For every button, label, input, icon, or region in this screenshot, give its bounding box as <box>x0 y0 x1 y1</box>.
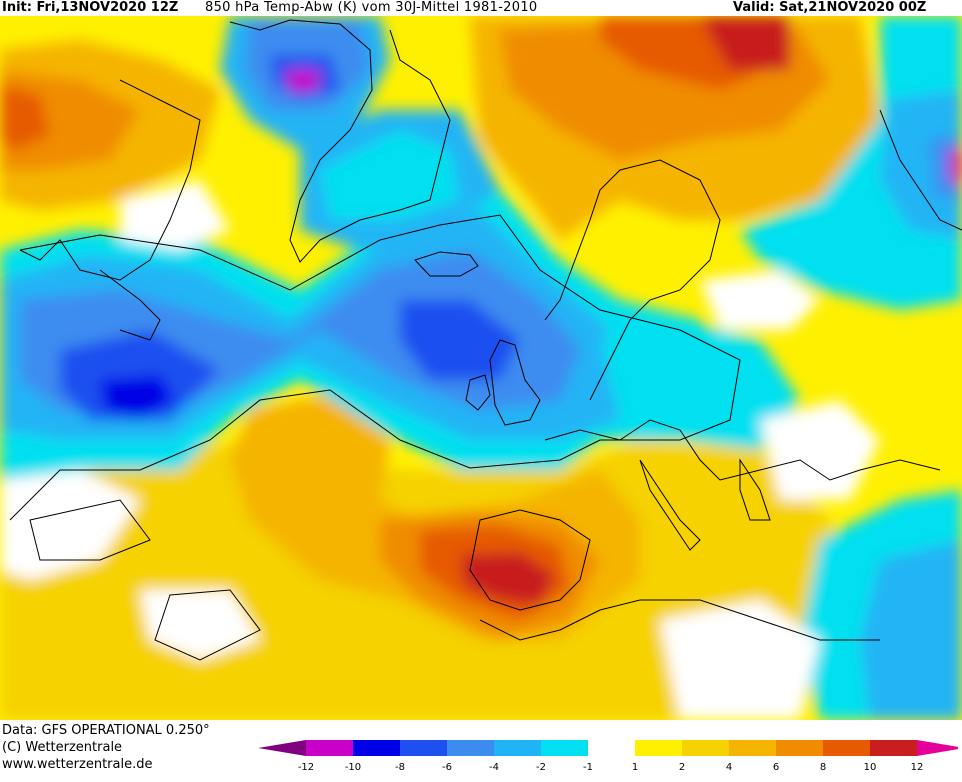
map-title: 850 hPa Temp-Abw (K) vom 30J-Mittel 1981… <box>205 0 538 15</box>
italy-coast <box>639 459 701 551</box>
zero-contour-east <box>879 109 962 231</box>
legend-tick-label: -10 <box>345 762 361 773</box>
legend-swatch <box>447 740 494 756</box>
legend-tick-label: -8 <box>395 762 405 773</box>
great-britain-coast <box>489 339 541 426</box>
legend-swatch <box>729 740 776 756</box>
legend-tick-label: -12 <box>298 762 314 773</box>
legend-tick-label: 2 <box>679 762 685 773</box>
anomaly-field-layers <box>0 16 962 720</box>
legend-swatch <box>588 740 635 756</box>
legend-arrow-low <box>258 740 306 756</box>
scandinavia-coast <box>544 159 721 401</box>
labrador-coast <box>99 269 161 341</box>
north-america-coast <box>19 79 201 281</box>
legend-tick-label: -4 <box>489 762 499 773</box>
legend-tick-label: 1 <box>632 762 638 773</box>
legend-tick-label: -1 <box>583 762 593 773</box>
color-legend: -12 -10 -8 -6 -4 -2 -1 1 2 4 6 8 10 12 <box>258 740 958 773</box>
greenland-coast <box>229 19 451 263</box>
copyright-text: (C) Wetterzentrale <box>2 740 123 755</box>
legend-swatch <box>306 740 353 756</box>
legend-swatch <box>494 740 541 756</box>
legend-tick-label: -6 <box>442 762 452 773</box>
legend-swatch <box>870 740 917 756</box>
legend-swatch <box>541 740 588 756</box>
legend-swatch <box>776 740 823 756</box>
zero-contours <box>9 109 962 661</box>
legend-tick-label: 12 <box>911 762 924 773</box>
iberia-coast <box>469 509 591 611</box>
legend-arrow-high <box>917 740 958 756</box>
credits: Data: GFS OPERATIONAL 0.250° (C) Wetterz… <box>2 722 210 773</box>
legend-swatch <box>635 740 682 756</box>
legend-tick-label: 4 <box>726 762 732 773</box>
legend-swatch <box>823 740 870 756</box>
map-header: Init: Fri,13NOV2020 12Z 850 hPa Temp-Abw… <box>0 0 962 16</box>
data-source-text: Data: GFS OPERATIONAL 0.250° <box>2 723 210 738</box>
greece-coast <box>739 458 771 521</box>
ireland-coast <box>465 374 491 411</box>
legend-swatch <box>353 740 400 756</box>
legend-tick-label: 10 <box>864 762 877 773</box>
zero-contour-south <box>154 589 261 661</box>
legend-tick-label: 6 <box>773 762 779 773</box>
legend-tick-label: -2 <box>536 762 546 773</box>
zero-contour-sw <box>29 499 151 561</box>
init-time: Init: Fri,13NOV2020 12Z <box>2 0 179 15</box>
north-africa-coast <box>479 599 880 641</box>
legend-swatch <box>682 740 729 756</box>
valid-time: Valid: Sat,21NOV2020 00Z <box>733 0 927 15</box>
legend-tick-label: 8 <box>820 762 826 773</box>
temperature-anomaly-map <box>0 16 962 720</box>
iceland-coast <box>414 251 479 277</box>
zero-contour-main <box>9 214 741 521</box>
website-text: www.wetterzentrale.de <box>2 757 153 772</box>
legend-swatch <box>400 740 447 756</box>
